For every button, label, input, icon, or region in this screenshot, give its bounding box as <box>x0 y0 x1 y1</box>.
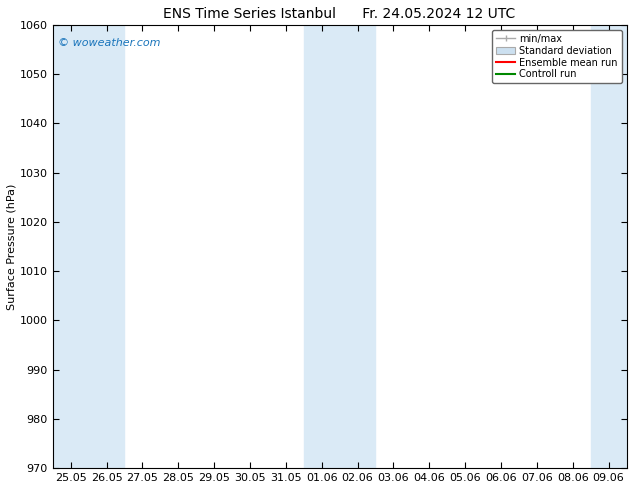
Y-axis label: Surface Pressure (hPa): Surface Pressure (hPa) <box>7 183 17 310</box>
Bar <box>591 25 626 468</box>
Bar <box>304 25 375 468</box>
Legend: min/max, Standard deviation, Ensemble mean run, Controll run: min/max, Standard deviation, Ensemble me… <box>492 30 622 83</box>
Title: ENS Time Series Istanbul      Fr. 24.05.2024 12 UTC: ENS Time Series Istanbul Fr. 24.05.2024 … <box>164 7 515 21</box>
Bar <box>53 25 89 468</box>
Text: © woweather.com: © woweather.com <box>58 38 161 48</box>
Bar <box>89 25 124 468</box>
